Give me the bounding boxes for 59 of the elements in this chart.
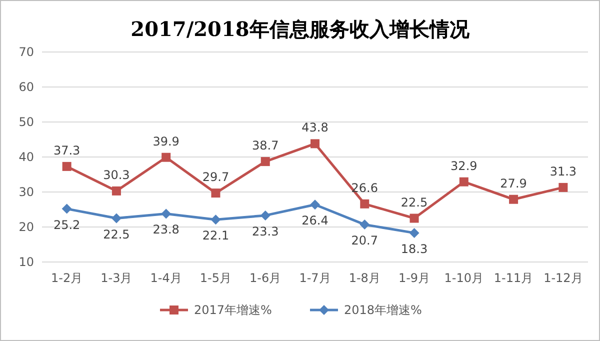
- x-tick-label: 1-10月: [444, 271, 484, 285]
- point: [62, 204, 72, 214]
- x-tick-label: 1-8月: [348, 271, 380, 285]
- data-label: 43.8: [302, 120, 328, 135]
- point: [260, 157, 270, 166]
- point: [111, 213, 122, 224]
- data-label: 32.9: [450, 158, 478, 173]
- data-label: 22.5: [400, 195, 428, 210]
- data-label: 23.8: [152, 222, 180, 237]
- x-tick-label: 1-4月: [150, 271, 182, 285]
- data-label: 23.3: [252, 224, 279, 238]
- data-label: 39.9: [152, 134, 180, 148]
- y-tick-label: 60: [18, 80, 34, 94]
- point: [211, 188, 220, 198]
- y-tick-label: 70: [18, 45, 34, 59]
- data-label: 18.3: [400, 242, 428, 256]
- point: [162, 152, 171, 162]
- x-tick-label: 1-12月: [544, 271, 583, 285]
- data-label: 22.1: [202, 228, 230, 243]
- y-tick-label: 40: [18, 150, 34, 164]
- point: [558, 182, 568, 192]
- point: [509, 194, 518, 204]
- data-label: 27.9: [500, 176, 527, 190]
- data-label: 37.3: [53, 143, 80, 158]
- point: [310, 200, 320, 210]
- point: [360, 199, 370, 208]
- data-label: 25.2: [53, 218, 80, 232]
- x-tick-label: 1-11月: [494, 271, 534, 285]
- data-label: 26.6: [351, 180, 378, 195]
- data-label: 29.7: [202, 170, 230, 184]
- y-tick-label: 30: [18, 185, 34, 199]
- data-label: 30.3: [103, 168, 130, 182]
- x-tick-label: 1-7月: [299, 271, 331, 285]
- legend-label: 2017年增速%: [194, 303, 272, 317]
- point: [310, 139, 320, 148]
- point: [112, 186, 121, 196]
- chart-title: 2017/2018年信息服务收入增长情况: [130, 17, 470, 41]
- x-tick-label: 1-2月: [51, 271, 83, 285]
- data-label: 38.7: [252, 138, 279, 153]
- point: [161, 208, 172, 219]
- point: [410, 214, 419, 223]
- data-label: 26.4: [302, 214, 328, 228]
- y-tick-label: 50: [18, 115, 34, 129]
- point: [409, 228, 420, 238]
- x-tick-label: 1-3月: [100, 271, 132, 285]
- data-label: 20.7: [351, 234, 378, 248]
- x-tick-label: 1-6月: [250, 271, 282, 285]
- y-tick-label: 20: [18, 220, 34, 234]
- point: [62, 162, 72, 171]
- point: [210, 214, 221, 225]
- data-label: 22.5: [103, 227, 130, 242]
- point: [260, 210, 270, 220]
- x-tick-label: 1-5月: [200, 271, 232, 285]
- legend-label: 2018年增速%: [344, 303, 422, 317]
- y-tick-label: 10: [18, 255, 34, 269]
- point: [360, 220, 370, 230]
- x-tick-label: 1-9月: [398, 271, 430, 285]
- point: [459, 177, 468, 186]
- data-label: 31.3: [550, 164, 577, 178]
